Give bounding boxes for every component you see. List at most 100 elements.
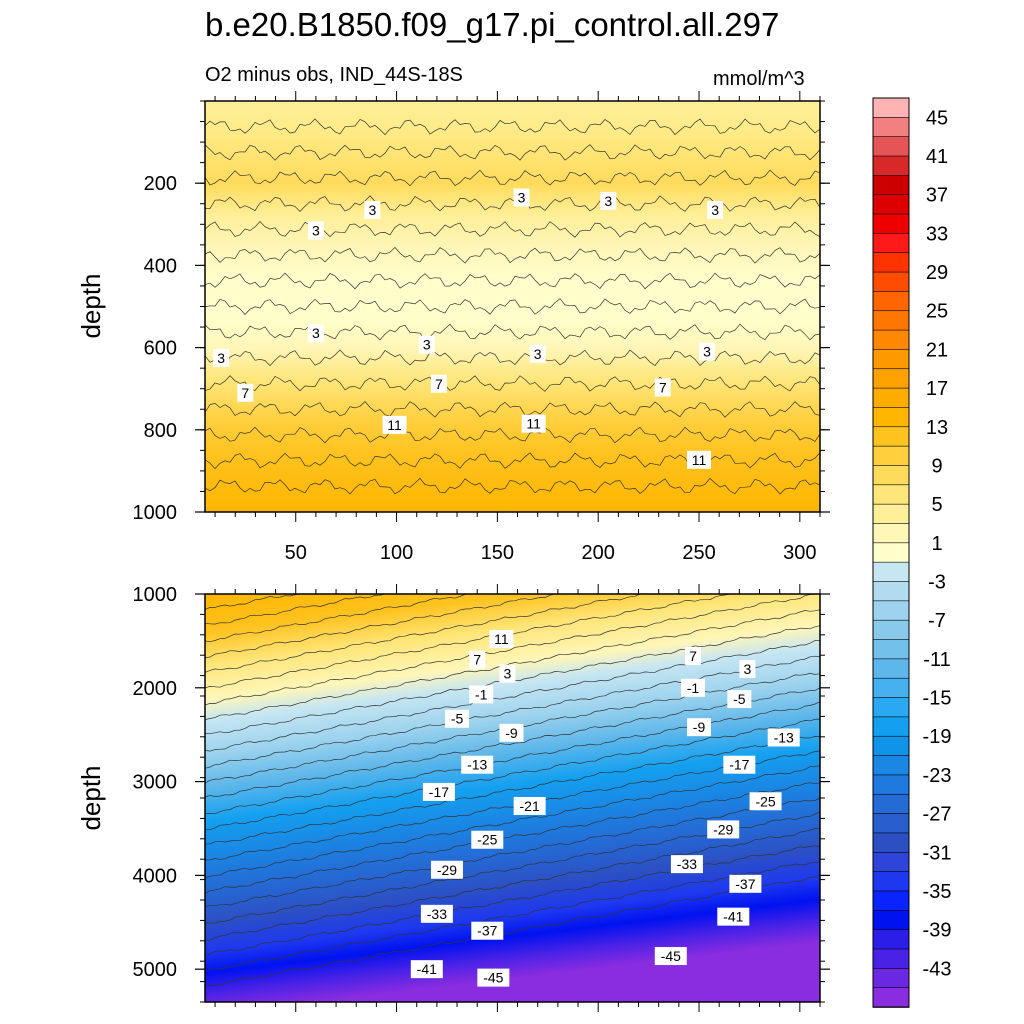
colorbar-swatch (872, 542, 910, 563)
contour-label-bg (684, 646, 701, 665)
contour-label-bg (499, 664, 516, 683)
colorbar-label: 33 (926, 223, 948, 245)
colorbar-swatch (872, 890, 910, 912)
contour-label-bg (654, 947, 687, 966)
colorbar-swatch (872, 136, 910, 157)
contour-label-bg (739, 660, 756, 679)
contour-label-bg (707, 200, 724, 219)
lower-y-axis-label: depth (76, 765, 106, 830)
colorbar-label: -7 (928, 610, 946, 632)
colorbar-swatch (872, 175, 910, 196)
colorbar-label: 21 (926, 339, 948, 361)
contour-line (204, 797, 821, 907)
colorbar-label: -31 (923, 842, 952, 864)
contour-label-bg (430, 374, 447, 393)
colorbar-swatch (872, 929, 910, 950)
contour-label-bg (687, 450, 712, 469)
colorbar-swatch (872, 716, 910, 738)
colorbar-swatch (872, 581, 910, 602)
x-tick-label: 200 (582, 542, 615, 564)
contour-label: 3 (504, 666, 512, 682)
colorbar-label: 25 (926, 301, 948, 323)
contour-label: 3 (312, 222, 320, 238)
contour-label-bg (499, 723, 524, 742)
contour-line (204, 298, 821, 316)
contour-label: -5 (733, 691, 746, 707)
colorbar-swatch (872, 252, 910, 273)
colorbar-swatch (872, 987, 910, 1008)
contour-line (204, 375, 821, 392)
contour-line (204, 118, 821, 136)
colorbar-label: -19 (923, 726, 952, 748)
colorbar-label: -15 (923, 688, 952, 710)
lower-panel: 1173-1-5-9-13-17-21-25-29-33-37-41-4573-… (76, 584, 830, 1012)
colorbar-label: -11 (923, 649, 950, 671)
contour-label: -25 (477, 832, 497, 848)
contour-label-bg (420, 904, 453, 923)
colorbar-swatch (872, 851, 910, 873)
contour-label: -1 (475, 686, 488, 702)
colorbar-swatch (872, 155, 910, 177)
contour-label: 7 (659, 379, 667, 395)
contour-label-bg (461, 755, 494, 774)
upper-field (205, 101, 820, 512)
y-tick-label: 1000 (133, 502, 178, 524)
contour-line (204, 861, 821, 971)
contour-label: 3 (744, 661, 752, 677)
contour-label: 3 (368, 202, 376, 218)
contour-label: -37 (477, 923, 497, 939)
contour-label-bg (513, 188, 530, 207)
colorbar-label: 9 (931, 455, 942, 477)
contour-label-bg (729, 874, 762, 893)
contour-line (204, 220, 821, 238)
contour-label: -17 (729, 757, 749, 773)
colorbar-label: -35 (923, 881, 952, 903)
contour-line (204, 782, 821, 894)
contour-label: -21 (520, 798, 540, 814)
contour-label: -41 (723, 909, 743, 925)
colorbar-swatch (872, 407, 910, 428)
colorbar-swatch (872, 968, 910, 989)
x-tick-label: 50 (285, 542, 307, 564)
contour-label: 7 (241, 385, 249, 401)
contour-label-bg (749, 792, 782, 811)
contour-label: -29 (713, 821, 733, 837)
colorbar-swatch (872, 871, 910, 892)
contour-label: -33 (427, 906, 447, 922)
colorbar-swatch (872, 368, 910, 389)
x-tick-label: 300 (783, 542, 816, 564)
x-tick-label: 250 (682, 542, 715, 564)
contour-line (204, 750, 821, 861)
contour-line (204, 169, 821, 187)
contour-label-bg (654, 378, 671, 397)
contour-label: -25 (755, 793, 775, 809)
colorbar-swatch (872, 697, 910, 718)
contour-label-bg (707, 820, 740, 839)
contour-label-bg (489, 630, 514, 649)
colorbar: 45 41 37 33 29 25 21 17 13 9 5 1 -3 -7 -11 -15 -19 -23 -27… (872, 97, 952, 1008)
colorbar-swatch (872, 271, 910, 293)
x-tick-label: 150 (481, 542, 514, 564)
contour-label-bg (680, 678, 705, 697)
contour-label-bg (521, 414, 546, 433)
y-tick-label: 400 (144, 255, 177, 277)
contour-label-bg (670, 855, 703, 874)
contour-label: 11 (526, 416, 541, 432)
colorbar-swatch (872, 233, 910, 254)
contour-label: 7 (435, 376, 443, 392)
colorbar-swatch (872, 484, 910, 505)
units-label: mmol/m^3 (713, 68, 805, 90)
contour-label: -37 (735, 876, 755, 892)
contour-line (204, 426, 821, 444)
contour-line (204, 609, 821, 720)
colorbar-swatch (872, 117, 910, 138)
colorbar-swatch (872, 909, 910, 931)
contour-line (204, 736, 821, 845)
contour-line (204, 452, 821, 470)
colorbar-label: 41 (926, 146, 948, 168)
contour-line (204, 144, 821, 161)
x-tick-label: 100 (380, 542, 413, 564)
colorbar-swatch (872, 600, 910, 621)
contour-label-bg (471, 830, 504, 849)
contour-label-bg (213, 348, 230, 367)
